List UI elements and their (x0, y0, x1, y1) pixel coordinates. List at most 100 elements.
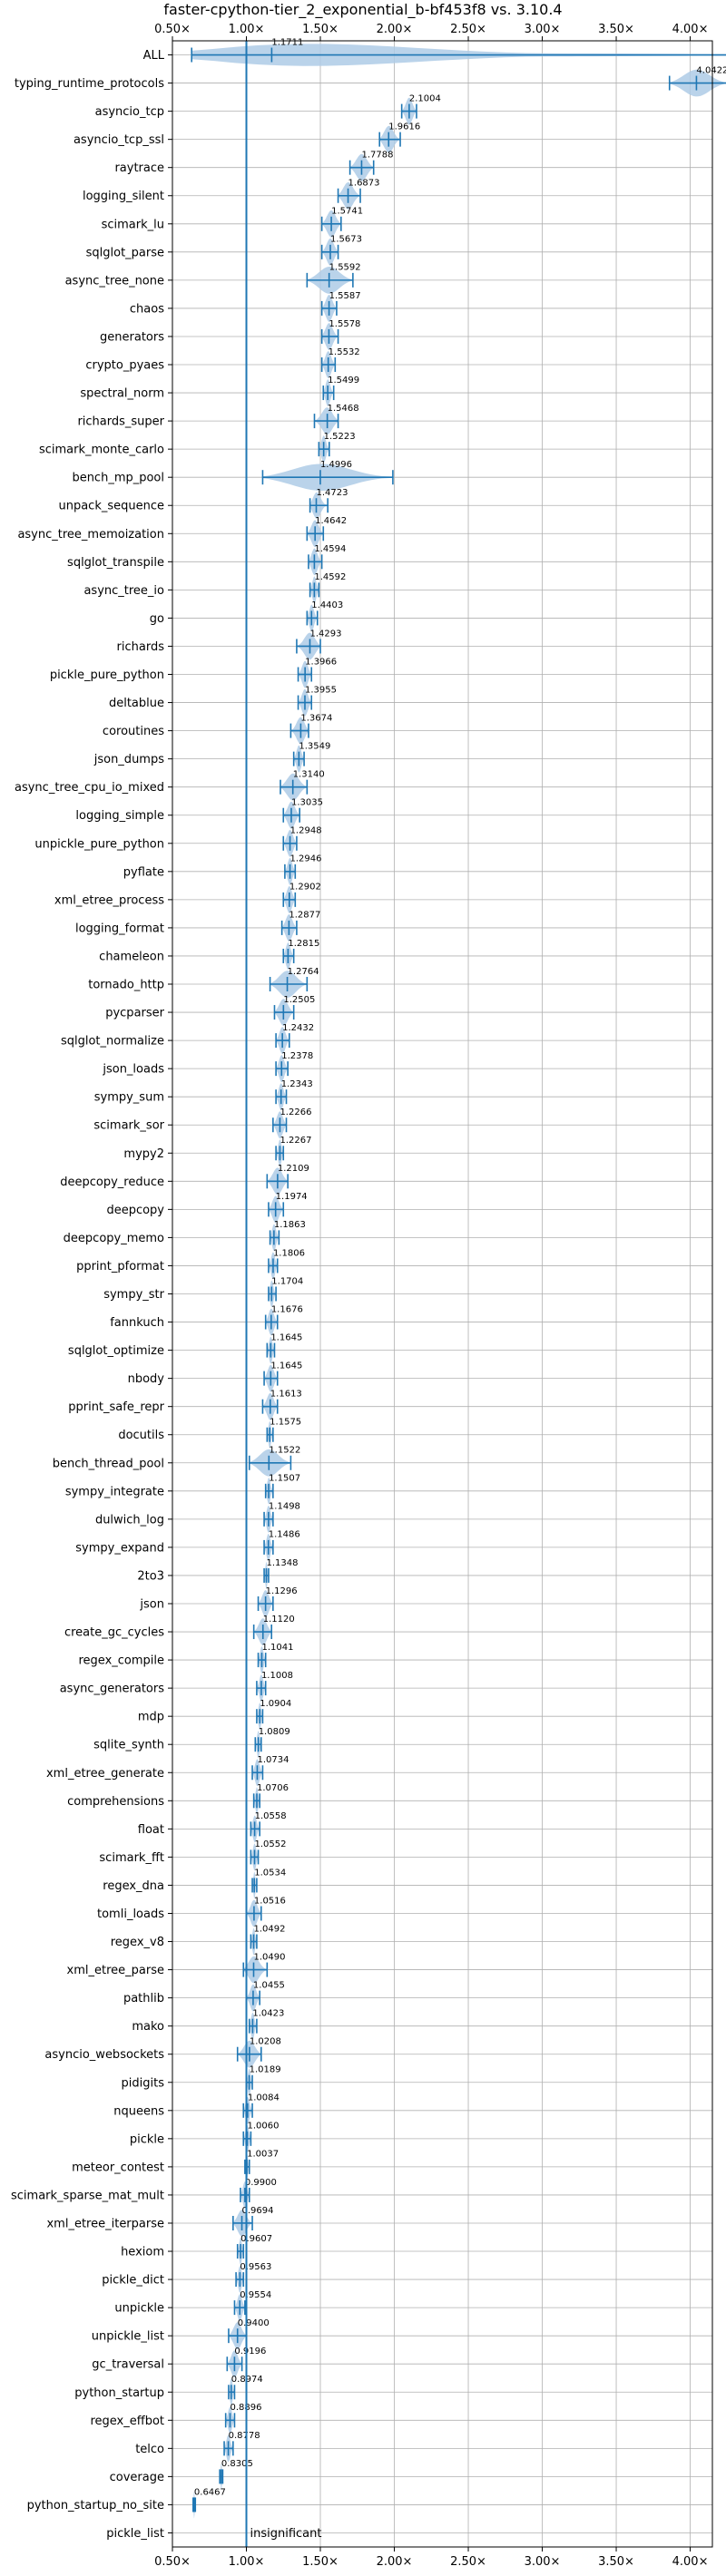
value-label: 0.9607 (240, 2234, 272, 2244)
benchmark-label: asyncio_tcp (95, 105, 164, 119)
benchmark-label: sqlglot_normalize (61, 1035, 164, 1049)
value-label: 1.1522 (269, 1446, 300, 1456)
value-label: 1.0084 (248, 2093, 280, 2103)
benchmark-label: asyncio_tcp_ssl (74, 133, 164, 147)
value-label: 1.1296 (266, 1586, 298, 1596)
value-label: 1.2815 (288, 939, 319, 949)
x-tick-label-bottom: 0.50× (154, 2555, 191, 2569)
benchmark-label: mdp (138, 1711, 164, 1724)
plot-frame (172, 40, 713, 2548)
benchmark-label: fannkuch (110, 1316, 164, 1330)
benchmark-label: richards_super (77, 415, 164, 429)
benchmark-label: tomli_loads (97, 1908, 164, 1921)
benchmark-label: sqlglot_parse (86, 246, 164, 259)
value-label: 1.2267 (280, 1136, 311, 1146)
value-label: 1.4403 (311, 600, 343, 610)
value-label: 1.0734 (257, 1755, 289, 1765)
value-label: 1.4594 (314, 544, 346, 554)
benchmark-label: 2to3 (137, 1569, 164, 1583)
x-tick-label-bottom: 1.00× (229, 2555, 265, 2569)
value-label: 1.5468 (328, 404, 359, 414)
x-tick-label-top: 2.00× (377, 23, 413, 36)
value-label: 1.1008 (261, 1671, 293, 1681)
value-label: 1.1974 (276, 1192, 308, 1202)
x-tick-label-top: 0.50× (154, 23, 191, 36)
benchmark-label: deepcopy_memo (64, 1232, 164, 1245)
value-label: 1.1348 (266, 1558, 298, 1568)
value-label: 1.3955 (305, 685, 337, 695)
x-tick-label-bottom: 2.50× (450, 2555, 486, 2569)
benchmark-label: unpack_sequence (58, 500, 164, 513)
benchmark-label: mypy2 (123, 1147, 164, 1161)
value-label: 1.1645 (270, 1332, 302, 1342)
value-label: 1.2266 (280, 1107, 311, 1117)
value-label: 1.0558 (255, 1811, 287, 1821)
x-tick-label-bottom: 3.50× (598, 2555, 634, 2569)
value-label: 1.0455 (253, 1980, 285, 1990)
benchmark-label: xml_etree_generate (46, 1767, 164, 1781)
benchmark-label: regex_v8 (111, 1936, 164, 1949)
value-label: 1.6873 (348, 179, 380, 189)
x-tick-label-top: 1.00× (229, 23, 265, 36)
value-label: 1.3966 (305, 657, 337, 667)
benchmark-label: chameleon (99, 950, 164, 963)
benchmark-label: pyflate (123, 865, 164, 879)
value-label: 1.2764 (288, 967, 319, 977)
value-label: 0.8305 (221, 2459, 253, 2469)
value-label: 1.0516 (254, 1896, 286, 1906)
value-label: 1.3140 (293, 770, 325, 780)
value-label: 1.0060 (247, 2122, 279, 2132)
value-label: 1.3674 (300, 713, 332, 723)
benchmark-label: pickle_dict (102, 2274, 164, 2288)
benchmark-label: pprint_pformat (76, 1260, 164, 1273)
benchmark-label: create_gc_cycles (64, 1626, 164, 1640)
value-label: 1.9616 (388, 122, 420, 132)
value-label: 1.4996 (320, 460, 352, 470)
benchmark-label: telco (135, 2443, 164, 2456)
value-label: 1.1676 (271, 1304, 303, 1314)
benchmark-label: pycparser (105, 1007, 164, 1020)
value-label: 1.0534 (254, 1868, 286, 1878)
x-tick-label-top: 3.00× (525, 23, 561, 36)
value-label: 1.1575 (270, 1418, 301, 1428)
benchmark-label: unpickle (114, 2302, 164, 2316)
benchmark-label: regex_compile (78, 1654, 164, 1668)
value-label: 1.0706 (257, 1783, 289, 1793)
x-tick-label-bottom: 2.00× (377, 2555, 413, 2569)
value-label: 0.8778 (229, 2431, 260, 2441)
value-label: 1.2877 (289, 911, 320, 921)
benchmark-label: xml_etree_iterparse (46, 2217, 164, 2230)
benchmark-label: async_generators (60, 1683, 165, 1696)
benchmark-label: pprint_safe_repr (68, 1400, 164, 1414)
benchmark-label: typing_runtime_protocols (15, 77, 164, 91)
value-label: 1.5587 (329, 291, 361, 301)
benchmark-label: nqueens (113, 2104, 164, 2118)
value-label: 1.1041 (261, 1643, 293, 1653)
benchmark-label: go (150, 612, 164, 626)
value-label: 1.2343 (281, 1079, 313, 1089)
value-label: 1.0208 (250, 2037, 281, 2047)
benchmark-label: scimark_lu (102, 218, 164, 231)
value-label: 1.4293 (309, 629, 341, 639)
benchmark-label: python_startup (74, 2386, 164, 2400)
benchmark-label: async_tree_cpu_io_mixed (15, 781, 164, 795)
insignificant-note: insignificant (250, 2527, 322, 2541)
benchmark-label: nbody (128, 1372, 165, 1386)
value-label: 1.5223 (324, 432, 356, 442)
x-tick-label-bottom: 4.00× (672, 2555, 709, 2569)
x-tick-label-top: 2.50× (450, 23, 486, 36)
value-label: 1.1704 (271, 1276, 303, 1286)
value-label: 1.4592 (314, 572, 346, 582)
benchmark-label: comprehensions (67, 1795, 164, 1809)
value-label: 1.0904 (260, 1699, 291, 1709)
benchmark-label: json (139, 1597, 164, 1611)
value-label: 0.9400 (238, 2318, 270, 2328)
value-label: 0.9900 (245, 2178, 277, 2188)
benchmark-label: regex_dna (103, 1879, 164, 1893)
value-label: 1.5532 (329, 347, 360, 357)
value-label: 1.1486 (269, 1530, 300, 1540)
benchmark-label: generators (100, 330, 164, 344)
benchmark-label: bench_thread_pool (53, 1457, 164, 1470)
